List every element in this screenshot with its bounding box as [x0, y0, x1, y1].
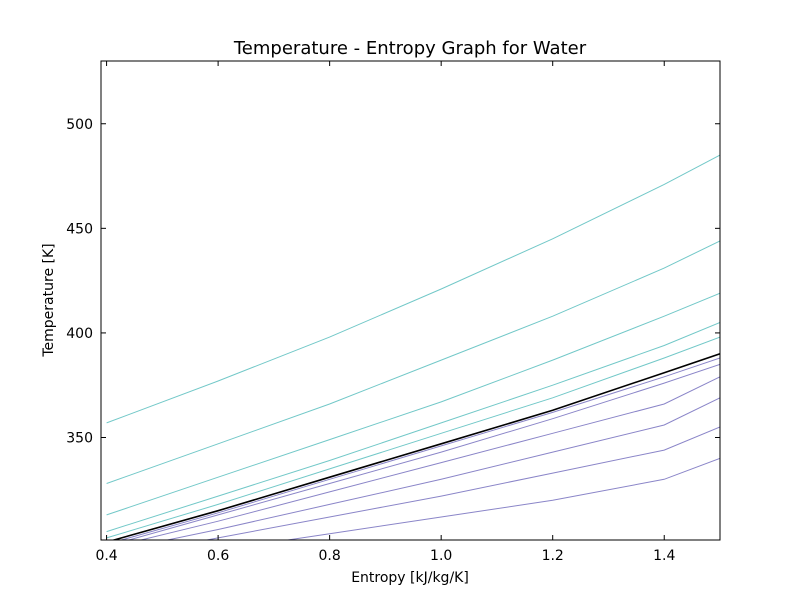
y-tick-label: 450 — [66, 221, 93, 237]
series-layer — [106, 154, 720, 540]
series-line-8 — [127, 363, 720, 540]
y-tick-label: 400 — [66, 326, 93, 342]
y-axis-title: Temperature [K] — [41, 243, 57, 357]
x-tick-label: 1.4 — [653, 548, 675, 564]
y-tick-label: 350 — [66, 431, 93, 447]
x-tick-label: 0.8 — [319, 548, 341, 564]
series-line-12 — [284, 457, 720, 540]
chart-title: Temperature - Entropy Graph for Water — [233, 38, 587, 59]
x-tick-label: 0.4 — [95, 548, 117, 564]
y-tick-label: 500 — [66, 117, 93, 133]
series-line-5 — [106, 336, 720, 539]
series-line-3 — [106, 292, 720, 516]
series-line-9 — [138, 376, 720, 540]
x-tick-label: 1.2 — [542, 548, 564, 564]
series-line-1 — [106, 154, 720, 424]
x-axis: 0.4 0.6 0.8 1.0 1.2 1.4 — [95, 61, 675, 564]
y-axis: 350 400 450 500 — [66, 117, 720, 447]
series-line-4 — [106, 322, 720, 533]
x-tick-label: 1.0 — [430, 548, 452, 564]
series-line-10 — [164, 397, 720, 540]
series-line-11 — [204, 426, 720, 540]
saturation-line — [111, 353, 720, 540]
x-axis-title: Entropy [kJ/kg/K] — [351, 570, 469, 586]
series-line-2 — [106, 240, 720, 484]
x-tick-label: 0.6 — [207, 548, 229, 564]
plot-frame — [100, 60, 721, 541]
series-line-7 — [119, 357, 720, 540]
